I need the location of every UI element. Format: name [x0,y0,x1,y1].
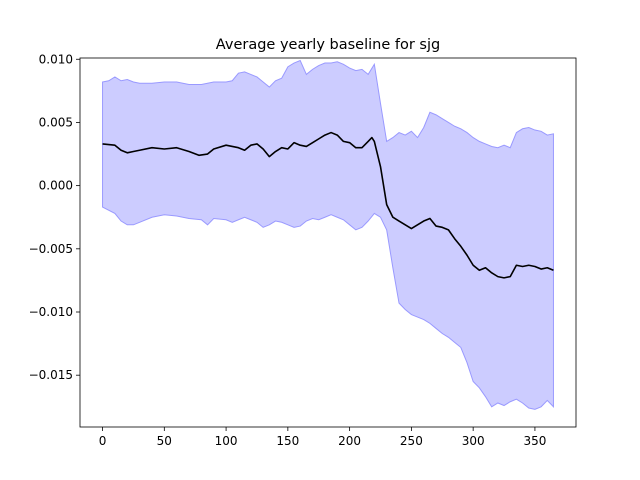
x-tick-label: 200 [338,434,361,448]
x-tick-label: 350 [523,434,546,448]
y-tick-label: −0.005 [29,242,73,256]
chart-title: Average yearly baseline for sjg [216,37,440,53]
x-tick-label: 150 [276,434,299,448]
mean-line-group [102,131,554,279]
plot-frame [79,57,577,428]
x-tick-label: 100 [215,434,238,448]
y-tick-label: 0.000 [39,179,73,193]
x-tick-label: 250 [400,434,423,448]
y-tick-label: −0.015 [29,368,73,382]
mean-line [102,131,554,279]
y-tick-label: 0.010 [39,52,73,66]
y-tick-label: −0.010 [29,305,73,319]
x-axis: 0 50 100 150 200 250 300 350 [99,427,546,448]
x-tick-label: 300 [462,434,485,448]
x-tick-label: 0 [99,434,107,448]
x-tick-label: 50 [157,434,172,448]
y-tick-label: 0.005 [39,115,73,129]
y-axis: 0.010 0.005 0.000 −0.005 −0.010 −0.015 [29,52,80,382]
